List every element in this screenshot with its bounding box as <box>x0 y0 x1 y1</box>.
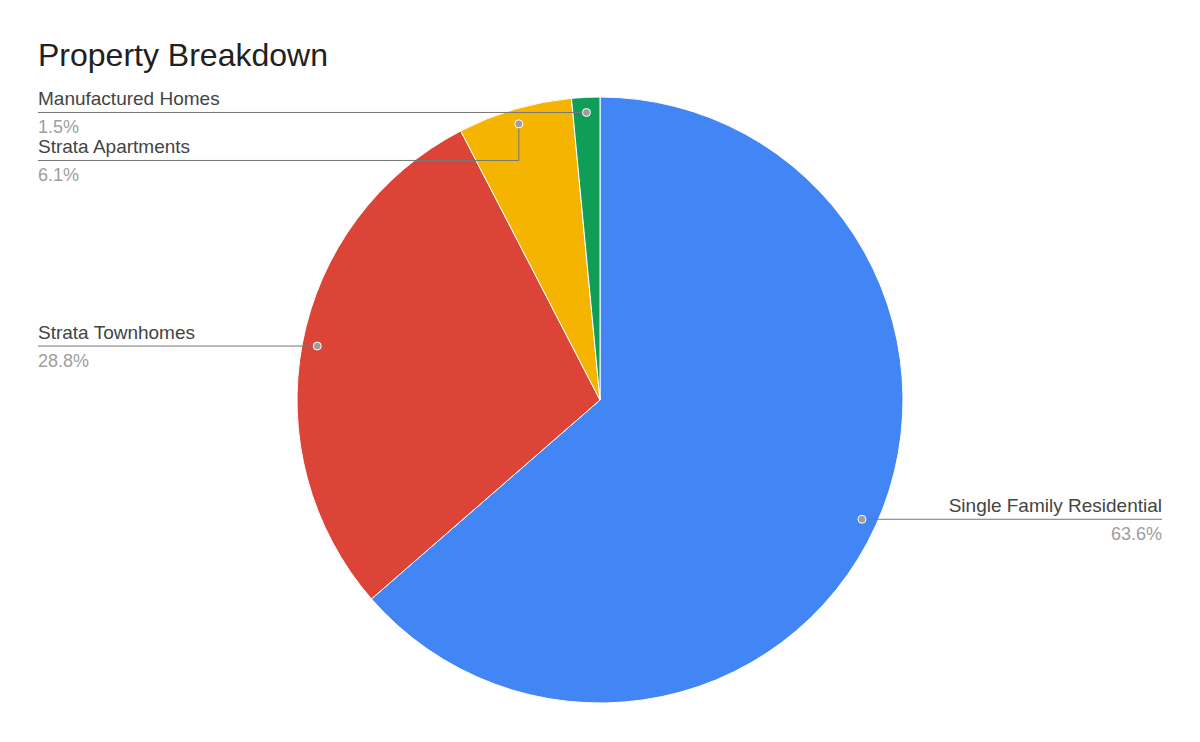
slice-value: 28.8% <box>38 351 89 371</box>
chart-svg: Property Breakdown Single Family Resident… <box>0 0 1200 742</box>
slice-name: Single Family Residential <box>949 495 1162 516</box>
chart-title: Property Breakdown <box>38 37 328 73</box>
slice-value: 63.6% <box>1111 524 1162 544</box>
leader-dot <box>515 120 523 128</box>
leader-line <box>38 124 519 161</box>
leader-dot <box>313 342 321 350</box>
slice-name: Manufactured Homes <box>38 88 220 109</box>
pie-slice <box>571 97 600 400</box>
leader-dot <box>582 108 590 116</box>
slice-name: Strata Townhomes <box>38 322 195 343</box>
slice-value: 6.1% <box>38 165 79 185</box>
slice-name: Strata Apartments <box>38 136 190 157</box>
leader-line <box>862 519 1162 520</box>
leader-line <box>38 112 586 113</box>
chart-container: Property Breakdown Single Family Resident… <box>0 0 1200 742</box>
pie-group <box>297 97 903 703</box>
labels: Single Family Residential 63.6% Strata Tow… <box>38 88 1162 544</box>
slice-value: 1.5% <box>38 117 79 137</box>
leader-line <box>38 346 317 347</box>
leader-dot <box>858 515 866 523</box>
